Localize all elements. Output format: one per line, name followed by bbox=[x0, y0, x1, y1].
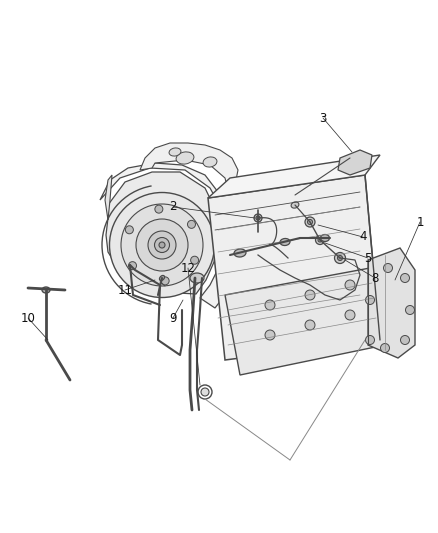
Ellipse shape bbox=[338, 255, 343, 261]
Text: 9: 9 bbox=[169, 311, 177, 325]
Ellipse shape bbox=[265, 330, 275, 340]
Ellipse shape bbox=[136, 219, 188, 271]
Text: 1: 1 bbox=[416, 215, 424, 229]
Text: 3: 3 bbox=[319, 111, 327, 125]
Ellipse shape bbox=[321, 235, 329, 241]
Ellipse shape bbox=[121, 204, 203, 286]
Ellipse shape bbox=[365, 335, 374, 344]
Ellipse shape bbox=[187, 220, 195, 228]
Ellipse shape bbox=[42, 287, 50, 293]
Ellipse shape bbox=[155, 205, 163, 213]
Ellipse shape bbox=[406, 305, 414, 314]
Ellipse shape bbox=[400, 335, 410, 344]
Ellipse shape bbox=[315, 236, 325, 245]
Polygon shape bbox=[225, 268, 385, 375]
Ellipse shape bbox=[169, 148, 181, 156]
Ellipse shape bbox=[110, 192, 215, 297]
Ellipse shape bbox=[305, 290, 315, 300]
Ellipse shape bbox=[265, 300, 275, 310]
Ellipse shape bbox=[201, 388, 209, 396]
Polygon shape bbox=[338, 150, 372, 175]
Ellipse shape bbox=[191, 256, 198, 264]
Text: 10: 10 bbox=[21, 311, 35, 325]
Ellipse shape bbox=[254, 214, 262, 222]
Ellipse shape bbox=[365, 295, 374, 304]
Ellipse shape bbox=[305, 217, 315, 227]
Ellipse shape bbox=[256, 216, 260, 220]
Ellipse shape bbox=[234, 249, 246, 257]
Ellipse shape bbox=[128, 262, 137, 270]
Ellipse shape bbox=[280, 238, 290, 246]
Text: 5: 5 bbox=[364, 252, 372, 264]
Text: 2: 2 bbox=[169, 200, 177, 214]
Polygon shape bbox=[368, 248, 415, 358]
Ellipse shape bbox=[176, 152, 194, 164]
Text: 8: 8 bbox=[371, 271, 379, 285]
Ellipse shape bbox=[381, 343, 389, 352]
Ellipse shape bbox=[155, 238, 170, 253]
Ellipse shape bbox=[335, 253, 346, 263]
Ellipse shape bbox=[305, 320, 315, 330]
Ellipse shape bbox=[291, 202, 299, 208]
Ellipse shape bbox=[307, 220, 312, 224]
Polygon shape bbox=[140, 143, 238, 198]
Ellipse shape bbox=[345, 310, 355, 320]
Ellipse shape bbox=[400, 273, 410, 282]
Ellipse shape bbox=[318, 238, 322, 242]
Text: 11: 11 bbox=[117, 284, 133, 296]
Text: 4: 4 bbox=[359, 230, 367, 244]
Ellipse shape bbox=[125, 226, 134, 234]
Ellipse shape bbox=[190, 273, 204, 283]
Ellipse shape bbox=[203, 157, 217, 167]
Ellipse shape bbox=[345, 280, 355, 290]
Polygon shape bbox=[106, 172, 218, 294]
Ellipse shape bbox=[384, 263, 392, 272]
Ellipse shape bbox=[159, 242, 165, 248]
Polygon shape bbox=[208, 155, 380, 198]
Polygon shape bbox=[105, 175, 112, 220]
Polygon shape bbox=[208, 175, 380, 360]
Ellipse shape bbox=[148, 231, 176, 259]
Polygon shape bbox=[100, 163, 228, 308]
Text: 12: 12 bbox=[180, 262, 195, 274]
Ellipse shape bbox=[161, 277, 169, 285]
Ellipse shape bbox=[159, 276, 165, 280]
